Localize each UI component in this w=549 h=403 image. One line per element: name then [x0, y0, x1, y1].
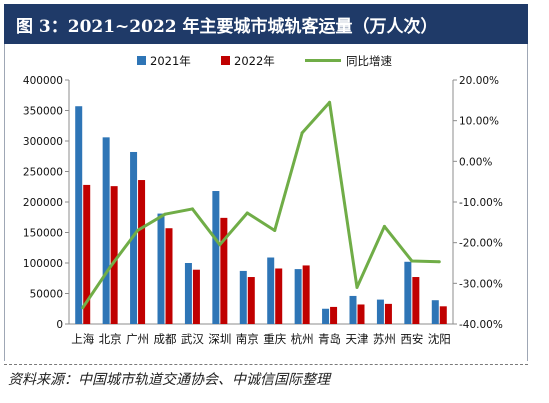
bar-2022年	[412, 277, 420, 324]
chart-title-bar: 图 3：2021~2022 年主要城市城轨客运量（万人次）	[4, 4, 528, 44]
bar-2021年	[212, 191, 220, 324]
legend-swatch-2022年	[221, 56, 230, 65]
category-label: 沈阳	[428, 332, 451, 346]
line-point	[273, 228, 277, 232]
bar-2021年	[431, 300, 439, 324]
line-point	[382, 224, 386, 228]
bar-2022年	[275, 268, 283, 324]
right-tick-label: -30.00%	[459, 278, 503, 290]
line-point	[355, 285, 359, 289]
category-label: 杭州	[291, 332, 314, 346]
bar-2022年	[384, 303, 392, 324]
legend-swatch-2021年	[137, 56, 146, 65]
right-tick-label: -40.00%	[459, 319, 503, 331]
category-label: 北京	[99, 332, 122, 346]
left-tick-label: 400000	[23, 75, 63, 87]
category-label: 成都	[154, 332, 177, 346]
line-point	[328, 100, 332, 104]
line-point	[437, 260, 441, 264]
left-tick-label: 0	[56, 319, 63, 331]
legend-label: 同比增速	[346, 54, 392, 68]
source-divider	[4, 364, 528, 365]
bar-2021年	[157, 213, 165, 324]
category-label: 上海	[71, 332, 94, 346]
category-label: 广州	[126, 332, 149, 346]
category-label: 深圳	[208, 332, 231, 346]
category-label: 天津	[346, 332, 369, 346]
left-tick-label: 350000	[23, 106, 63, 118]
bar-2022年	[83, 184, 91, 324]
line-point	[300, 131, 304, 135]
chart-frame: 0 50000 100000 150000 200000 250000 300000 3500…	[4, 44, 528, 361]
chart-title: 图 3：2021~2022 年主要城市城轨客运量（万人次）	[16, 16, 438, 37]
bar-2021年	[349, 295, 357, 324]
left-tick-label: 250000	[23, 167, 63, 179]
line-point	[81, 306, 85, 310]
legend-label: 2022年	[234, 54, 275, 68]
bar-2021年	[294, 269, 302, 324]
bar-2021年	[239, 270, 247, 324]
bar-2022年	[220, 217, 228, 324]
chart: 0 50000 100000 150000 200000 250000 300000 3500…	[23, 54, 503, 346]
line-point	[108, 265, 112, 269]
legend-label: 2021年	[150, 54, 191, 68]
bar-2021年	[267, 257, 275, 324]
bar-2022年	[165, 228, 173, 324]
bar-2021年	[322, 308, 330, 324]
category-label: 重庆	[263, 332, 286, 346]
line-point	[218, 243, 222, 247]
left-tick-label: 100000	[23, 258, 63, 270]
line-point	[136, 228, 140, 232]
bar-2022年	[110, 186, 118, 324]
right-tick-label: -10.00%	[459, 197, 503, 209]
left-tick-label: 150000	[23, 228, 63, 240]
bar-2021年	[404, 261, 412, 324]
category-label: 南京	[236, 332, 259, 346]
line-point	[245, 211, 249, 215]
left-tick-label: 200000	[23, 197, 63, 209]
bar-2022年	[439, 306, 447, 324]
category-label: 西安	[400, 332, 423, 346]
category-label: 青岛	[318, 332, 341, 346]
bar-2022年	[192, 269, 200, 324]
left-tick-label: 300000	[23, 136, 63, 148]
source-note: 资料来源：中国城市轨道交通协会、中诚信国际整理	[8, 372, 330, 388]
right-tick-label: -20.00%	[459, 238, 503, 250]
category-label: 苏州	[373, 332, 396, 346]
line-point	[410, 259, 414, 263]
left-tick-label: 50000	[30, 289, 63, 301]
bar-2021年	[75, 106, 83, 324]
bar-2022年	[330, 306, 338, 324]
line-point	[190, 207, 194, 211]
bar-2021年	[376, 299, 384, 324]
bar-2022年	[247, 277, 255, 324]
bar-2022年	[357, 304, 365, 324]
right-tick-label: 10.00%	[459, 116, 499, 128]
bar-2022年	[138, 180, 146, 324]
line-series-同比增速	[81, 100, 440, 309]
bar-2022年	[302, 265, 310, 324]
category-label: 武汉	[181, 332, 204, 346]
bar-2021年	[184, 263, 192, 324]
right-tick-label: 0.00%	[459, 156, 492, 168]
line-point	[163, 212, 167, 216]
right-tick-label: 20.00%	[459, 75, 499, 87]
bar-2021年	[102, 137, 110, 324]
